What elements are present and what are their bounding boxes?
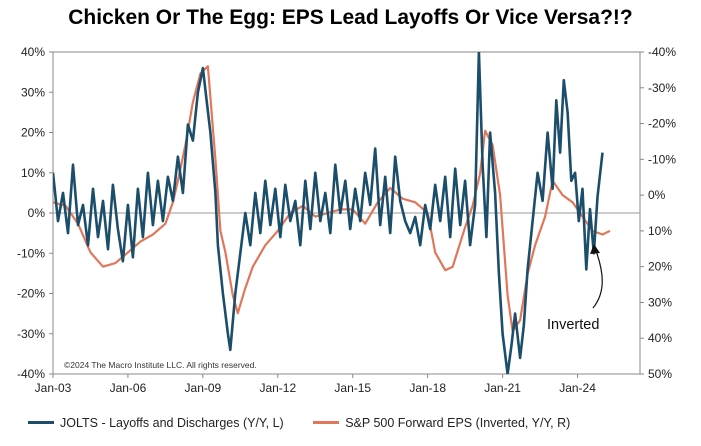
series-line-jolts-layoffs [53,52,604,374]
y-left-tick-label: 20% [21,126,45,140]
x-tick-label: Jan-03 [35,381,72,395]
y-right-tick-label: -40% [648,45,676,59]
chart-legend: JOLTS - Layoffs and Discharges (Y/Y, L) … [28,413,596,430]
legend-label-series-2: S&P 500 Forward EPS (Inverted, Y/Y, R) [345,415,571,430]
x-tick-label: Jan-15 [334,381,371,395]
y-left-tick-label: -40% [17,367,45,381]
legend-label-series-1: JOLTS - Layoffs and Discharges (Y/Y, L) [60,415,284,430]
y-left-tick-label: 0% [28,206,46,220]
y-right-tick-label: 0% [648,188,666,202]
legend-swatch-series-2 [313,421,340,424]
x-tick-label: Jan-06 [110,381,147,395]
legend-item-series-1: JOLTS - Layoffs and Discharges (Y/Y, L) [28,416,284,430]
x-tick-label: Jan-21 [484,381,521,395]
y-right-tick-label: -10% [648,152,676,166]
x-tick-label: Jan-12 [259,381,296,395]
y-right-tick-label: 10% [648,224,672,238]
annotation-inverted: Inverted [547,317,599,333]
y-left-tick-label: 40% [21,45,45,59]
annotation-arrow-head [590,244,600,254]
y-left-tick-label: -30% [17,327,45,341]
y-left-tick-label: -10% [17,246,45,260]
y-right-tick-label: 40% [648,331,672,345]
legend-swatch-series-1 [28,421,54,424]
y-left-tick-label: -20% [17,287,45,301]
annotation-arrow-line [592,247,603,309]
y-left-tick-label: 30% [21,85,45,99]
y-right-tick-label: 50% [648,367,672,381]
chart-title: Chicken Or The Egg: EPS Lead Layoffs Or … [68,6,633,29]
x-tick-label: Jan-09 [185,381,222,395]
y-right-tick-label: -20% [648,117,676,131]
y-right-tick-label: -30% [648,81,676,95]
copyright-note: ©2024 The Macro Institute LLC. All right… [64,360,257,370]
x-tick-label: Jan-24 [559,381,596,395]
y-right-tick-label: 20% [648,260,672,274]
x-tick-label: Jan-18 [409,381,446,395]
y-left-tick-label: 10% [21,166,45,180]
y-right-tick-label: 30% [648,295,672,309]
legend-item-series-2: S&P 500 Forward EPS (Inverted, Y/Y, R) [313,416,570,430]
